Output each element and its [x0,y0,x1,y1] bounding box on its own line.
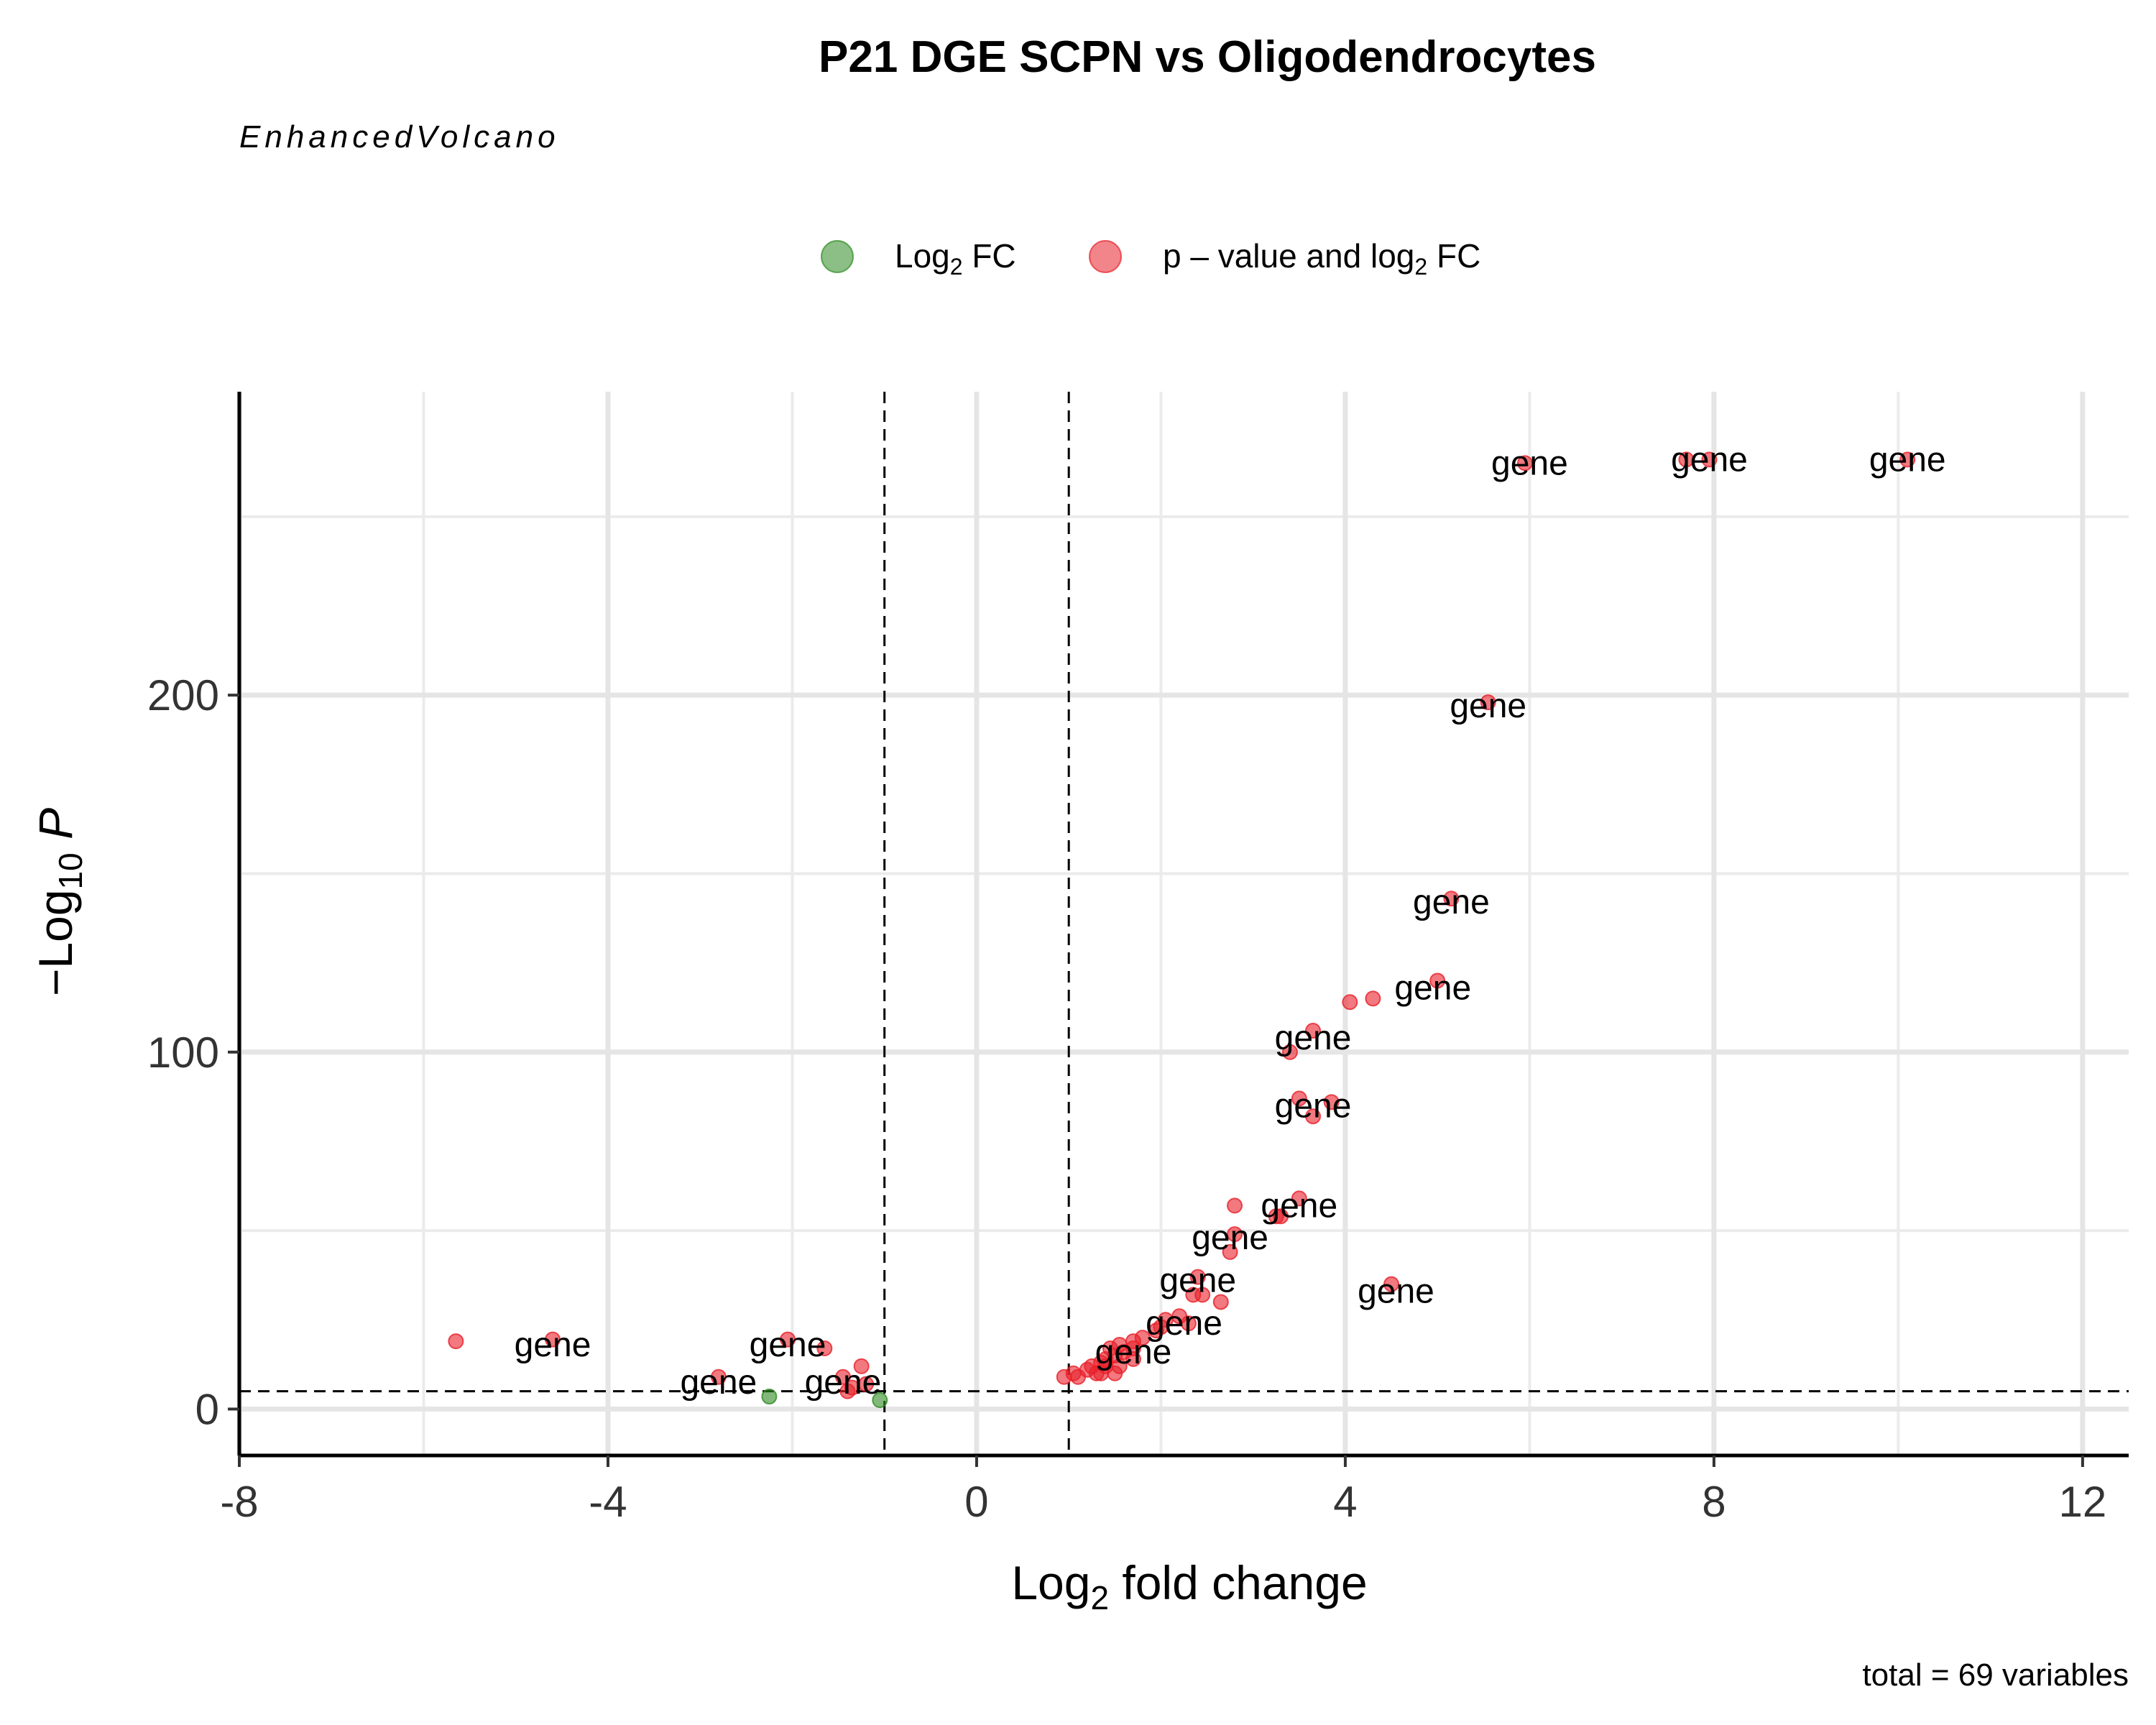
y-tick-label: 0 [195,1385,219,1433]
data-point-both [1323,1094,1340,1110]
data-point-both [853,1358,870,1374]
data-point-both [1212,1294,1229,1310]
grid [236,392,2129,1455]
gene-labels: gene gene genegenegenegenegenegenegenegene… [515,441,1946,1402]
gene-label: gene [1394,969,1471,1007]
x-tick-label: -8 [220,1478,258,1526]
data-point-both [1305,1022,1322,1039]
caption: total = 69 variables [1862,1657,2129,1693]
legend-label: p – value and log2 FC [1163,237,1480,280]
y-axis-title: −Log10 P [29,808,89,996]
data-point-both [545,1331,561,1348]
legend-item-both: p – value and log2 FC [1089,237,1480,280]
chart-title: P21 DGE SCPN vs Oligodendrocytes [819,32,1596,82]
data-point-both [844,1379,860,1396]
data-point-both [1194,1287,1211,1303]
data-point-both [1291,1090,1307,1107]
gene-label: gene [1450,687,1526,725]
gene-label: gene [1275,1087,1352,1125]
gene-label: gene [1192,1219,1268,1257]
gene-label: gene [1095,1333,1172,1371]
gene-label: gene [805,1363,882,1402]
gene-label: gene [1869,441,1946,479]
x-axis-title: Log2 fold change [1011,1556,1367,1616]
data-point-both [1227,1197,1243,1214]
data-point-both [1517,455,1534,472]
gene-label: gene [1159,1262,1236,1300]
data-point-both [1701,451,1718,468]
gene-label: gene [1261,1187,1337,1225]
data-point-both [1305,1108,1322,1125]
data-point-both [1222,1243,1238,1260]
axes [237,392,2129,1458]
data-point-both [1125,1351,1141,1367]
gene-label: gene [1671,441,1748,479]
chart-subtitle: EnhancedVolcano [239,119,560,155]
gene-label: gene [1358,1273,1434,1311]
data-point-both [1180,1315,1197,1332]
gene-label: gene [1146,1305,1222,1343]
data-points [448,451,1916,1409]
gene-label: gene [1275,1019,1352,1057]
legend-item-fc: Log2 FC [821,237,1016,280]
x-tick-label: 0 [964,1478,988,1526]
data-point-both [1899,451,1916,468]
tick-labels: -8 -4 0 4 8 12 0 100 200 [147,671,2106,1526]
y-tick-label: 100 [147,1029,219,1077]
gene-label: gene [750,1326,826,1364]
data-point-both [1342,994,1358,1011]
data-point-both [1291,1190,1307,1207]
data-point-fc [872,1392,888,1409]
data-point-both [1189,1269,1206,1285]
data-point-fc [761,1389,778,1405]
cutoff-lines [239,392,2129,1455]
data-point-both [1227,1226,1243,1243]
legend-label: Log2 FC [895,237,1016,280]
data-point-both [834,1368,851,1385]
x-tick-label: 12 [2059,1478,2107,1526]
legend-marker [821,240,854,273]
data-point-both [1281,1044,1298,1060]
data-point-both [1383,1276,1400,1292]
data-point-both [448,1333,464,1350]
data-point-both [1148,1322,1165,1339]
legend-marker [1089,240,1122,273]
gene-label: gene [515,1326,591,1364]
x-tick-label: 4 [1333,1478,1357,1526]
data-point-both [1678,451,1695,468]
data-point-both [710,1368,727,1385]
data-point-both [1056,1368,1072,1385]
gene-label: gene [1413,883,1490,921]
data-point-both [1480,694,1496,711]
legend: Log2 FC p – value and log2 FC [821,237,1480,280]
data-point-both [1443,891,1460,907]
gene-label: gene [680,1363,757,1402]
x-tick-label: 8 [1702,1478,1726,1526]
data-point-both [816,1340,833,1357]
data-point-both [780,1331,796,1348]
gene-label: gene [1491,444,1568,482]
data-point-both [1093,1365,1110,1381]
y-tick-label: 200 [147,671,219,719]
data-point-both [1365,990,1381,1007]
data-point-both [1429,972,1446,989]
data-point-both [1273,1208,1289,1225]
data-point-both [1070,1368,1087,1385]
x-tick-label: -4 [589,1478,627,1526]
